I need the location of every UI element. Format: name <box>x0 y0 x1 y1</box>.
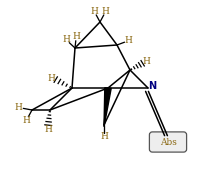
Text: H: H <box>72 32 80 41</box>
Text: N: N <box>148 81 156 91</box>
Text: Abs: Abs <box>160 138 176 147</box>
Text: H: H <box>100 132 107 141</box>
Text: H: H <box>90 7 98 16</box>
Text: H: H <box>47 74 55 83</box>
Text: H: H <box>22 116 30 125</box>
Text: H: H <box>101 7 109 16</box>
Text: H: H <box>44 125 52 134</box>
FancyBboxPatch shape <box>149 132 186 152</box>
Text: H: H <box>62 35 70 44</box>
Text: H: H <box>142 57 150 66</box>
Text: H: H <box>15 103 22 112</box>
Polygon shape <box>103 88 111 127</box>
Text: H: H <box>124 36 132 45</box>
